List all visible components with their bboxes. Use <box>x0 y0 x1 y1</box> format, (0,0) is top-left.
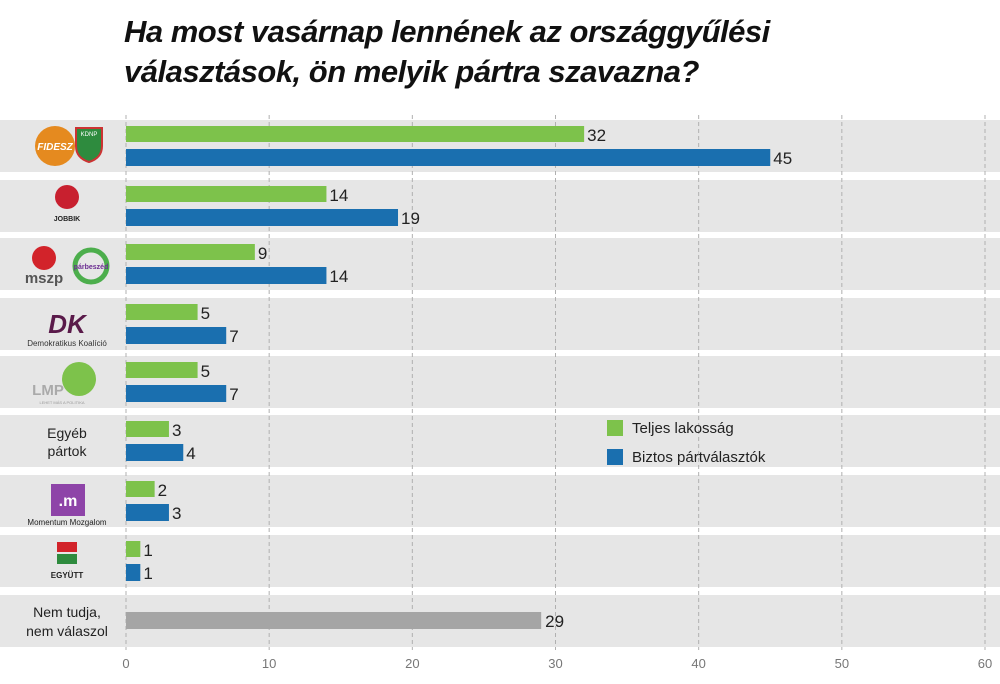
lmp-slogan: LEHET MÁS A POLITIKA <box>39 400 84 405</box>
x-tick-label: 20 <box>405 656 419 671</box>
row-band <box>0 535 1000 587</box>
category-label: pártok <box>48 443 88 459</box>
bar-biztos <box>126 267 327 284</box>
bar-teljes <box>126 362 198 378</box>
bar-teljes <box>126 481 155 497</box>
mszp-logo <box>32 246 56 270</box>
bar-teljes <box>126 421 169 437</box>
legend-swatch <box>607 449 623 465</box>
bar-biztos <box>126 564 141 581</box>
x-tick-label: 50 <box>835 656 849 671</box>
data-label: 29 <box>545 612 564 631</box>
parbeszed-logo <box>72 247 110 285</box>
data-label: 45 <box>773 149 792 168</box>
data-label: 5 <box>201 304 210 323</box>
x-tick-label: 60 <box>978 656 992 671</box>
category-label: Egyéb <box>47 425 87 441</box>
x-tick-label: 0 <box>122 656 129 671</box>
data-label: 14 <box>329 267 348 286</box>
category-label: nem válaszol <box>26 623 108 639</box>
dk-label: Demokratikus Koalíció <box>27 339 107 348</box>
egyutt-logo-red <box>57 542 77 552</box>
bar-nem-tudja <box>126 612 542 629</box>
parbeszed-label: párbeszéd <box>74 264 109 271</box>
legend-label: Teljes lakosság <box>632 420 734 437</box>
data-label: 3 <box>172 504 181 523</box>
x-tick-label: 10 <box>262 656 276 671</box>
data-label: 32 <box>587 126 606 145</box>
momentum-label: Momentum Mozgalom <box>27 518 106 527</box>
jobbik-label: JOBBIK <box>54 216 80 223</box>
category-label: Nem tudja, <box>33 604 101 620</box>
data-label: 4 <box>186 444 195 463</box>
data-label: 5 <box>201 362 210 381</box>
kdnp-label: KDNP <box>81 132 98 138</box>
lmp-logo <box>62 362 96 396</box>
data-label: 3 <box>172 421 181 440</box>
momentum-mark: .m <box>59 493 78 510</box>
bar-biztos <box>126 385 227 402</box>
data-label: 9 <box>258 244 267 263</box>
data-label: 7 <box>229 327 238 346</box>
bar-biztos <box>126 149 771 166</box>
egyutt-logo-green <box>57 554 77 564</box>
x-tick-label: 40 <box>691 656 705 671</box>
x-tick-label: 30 <box>548 656 562 671</box>
bar-biztos <box>126 504 169 521</box>
fidesz-label: FIDESZ <box>37 142 73 153</box>
data-label: 1 <box>143 541 152 560</box>
data-label: 7 <box>229 385 238 404</box>
data-label: 1 <box>143 564 152 583</box>
bar-teljes <box>126 126 585 142</box>
bar-teljes <box>126 304 198 320</box>
egyutt-label: EGYÜTT <box>51 571 84 580</box>
kdnp-logo <box>75 127 103 164</box>
data-label: 2 <box>158 481 167 500</box>
fidesz-logo <box>35 126 75 166</box>
data-label: 14 <box>329 186 348 205</box>
lmp-label: LMP <box>32 382 64 399</box>
bar-teljes <box>126 244 255 260</box>
dk-logo: DK <box>48 309 88 339</box>
chart-title: Ha most vasárnap lennének az országgyűlé… <box>124 14 770 89</box>
jobbik-logo <box>55 185 79 209</box>
mszp-label: mszp <box>25 270 63 287</box>
bar-biztos <box>126 444 184 461</box>
bar-biztos <box>126 327 227 344</box>
bar-teljes <box>126 541 141 557</box>
legend-swatch <box>607 420 623 436</box>
data-label: 19 <box>401 209 420 228</box>
momentum-logo <box>51 484 85 516</box>
legend-label: Biztos pártválasztók <box>632 449 766 466</box>
bar-teljes <box>126 186 327 202</box>
bar-biztos <box>126 209 399 226</box>
